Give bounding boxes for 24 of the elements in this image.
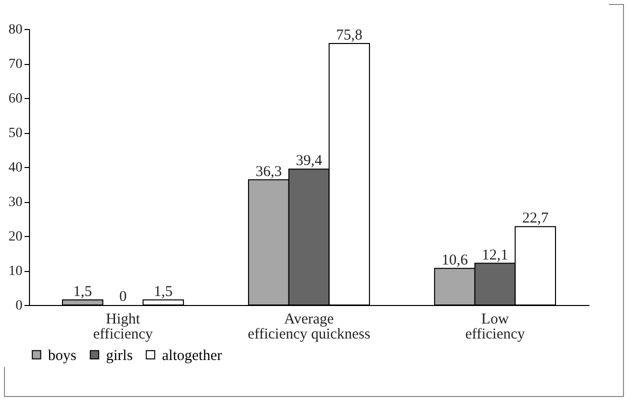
- y-tick-label: 40: [8, 160, 22, 176]
- x-tick-label: Hight efficiency: [93, 312, 154, 342]
- y-tick-label: 30: [8, 195, 22, 210]
- data-label: 36,3: [256, 164, 282, 180]
- data-label: 0: [119, 289, 127, 305]
- legend-label: boys: [48, 348, 76, 364]
- y-tick-label: 10: [8, 264, 22, 279]
- data-label: 1,5: [73, 284, 92, 300]
- y-tick-label: 50: [8, 126, 22, 141]
- y-tick-label: 20: [8, 230, 22, 244]
- y-tick-label: 0: [16, 298, 22, 314]
- y-tick-label: 80: [8, 22, 22, 38]
- y-tick-label: 70: [8, 57, 22, 72]
- legend-label: girls: [106, 348, 133, 364]
- x-tick-label: Low efficiency: [465, 312, 526, 342]
- legend-label: altogether: [162, 348, 222, 364]
- y-tick-label: 60: [8, 92, 22, 106]
- data-label: 1,5: [154, 284, 173, 300]
- data-label: 39,4: [296, 153, 323, 170]
- data-label: 10,6: [442, 252, 468, 268]
- data-label: 22,7: [522, 210, 549, 227]
- x-tick-label: Average efficiency quickness: [248, 312, 370, 342]
- data-label: 12,1: [482, 247, 508, 264]
- data-label: 75,8: [336, 27, 362, 44]
